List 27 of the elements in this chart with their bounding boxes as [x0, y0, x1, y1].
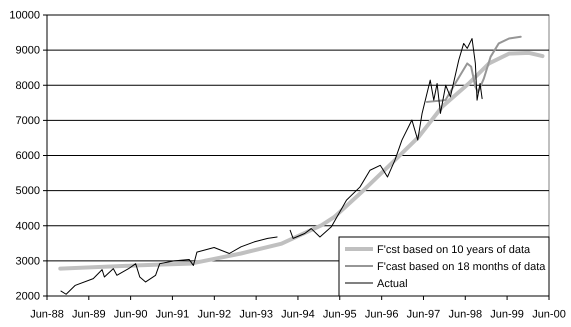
x-tick-label: Jun-92 [198, 308, 232, 320]
x-tick-label: Jun-93 [239, 308, 273, 320]
y-tick-label: 10000 [9, 10, 40, 22]
x-tick-label: Jun-91 [156, 308, 190, 320]
y-tick-label: 3000 [16, 255, 40, 268]
x-tick-label: Jun-90 [114, 308, 148, 320]
x-tick-label: Jun-00 [532, 308, 566, 320]
legend-label: Actual [377, 278, 408, 290]
legend-label: F'cast based on 18 months of data [377, 261, 546, 273]
x-tick-label: Jun-95 [322, 308, 357, 320]
y-tick-label: 8000 [16, 80, 40, 92]
x-tick-label: Jun-97 [406, 308, 440, 320]
x-tick-label: Jun-88 [30, 308, 64, 320]
x-tick-label: Jun-89 [72, 308, 106, 320]
y-tick-label: 7000 [16, 114, 40, 127]
x-tick-label: Jun-94 [281, 308, 315, 320]
line-series [58, 50, 544, 271]
line-series [426, 36, 522, 103]
y-tick-label: 6000 [16, 150, 40, 162]
y-tick-label: 9000 [16, 44, 40, 57]
x-tick-label: Jun-96 [364, 308, 398, 320]
y-tick-label: 5000 [16, 185, 40, 198]
x-tick-label: Jun-99 [490, 308, 524, 320]
y-tick-label: 4000 [16, 220, 40, 232]
y-tick-label: 2000 [16, 290, 40, 303]
legend-label: F'cst based on 10 years of data [377, 244, 532, 256]
x-tick-label: Jun-98 [448, 308, 482, 320]
